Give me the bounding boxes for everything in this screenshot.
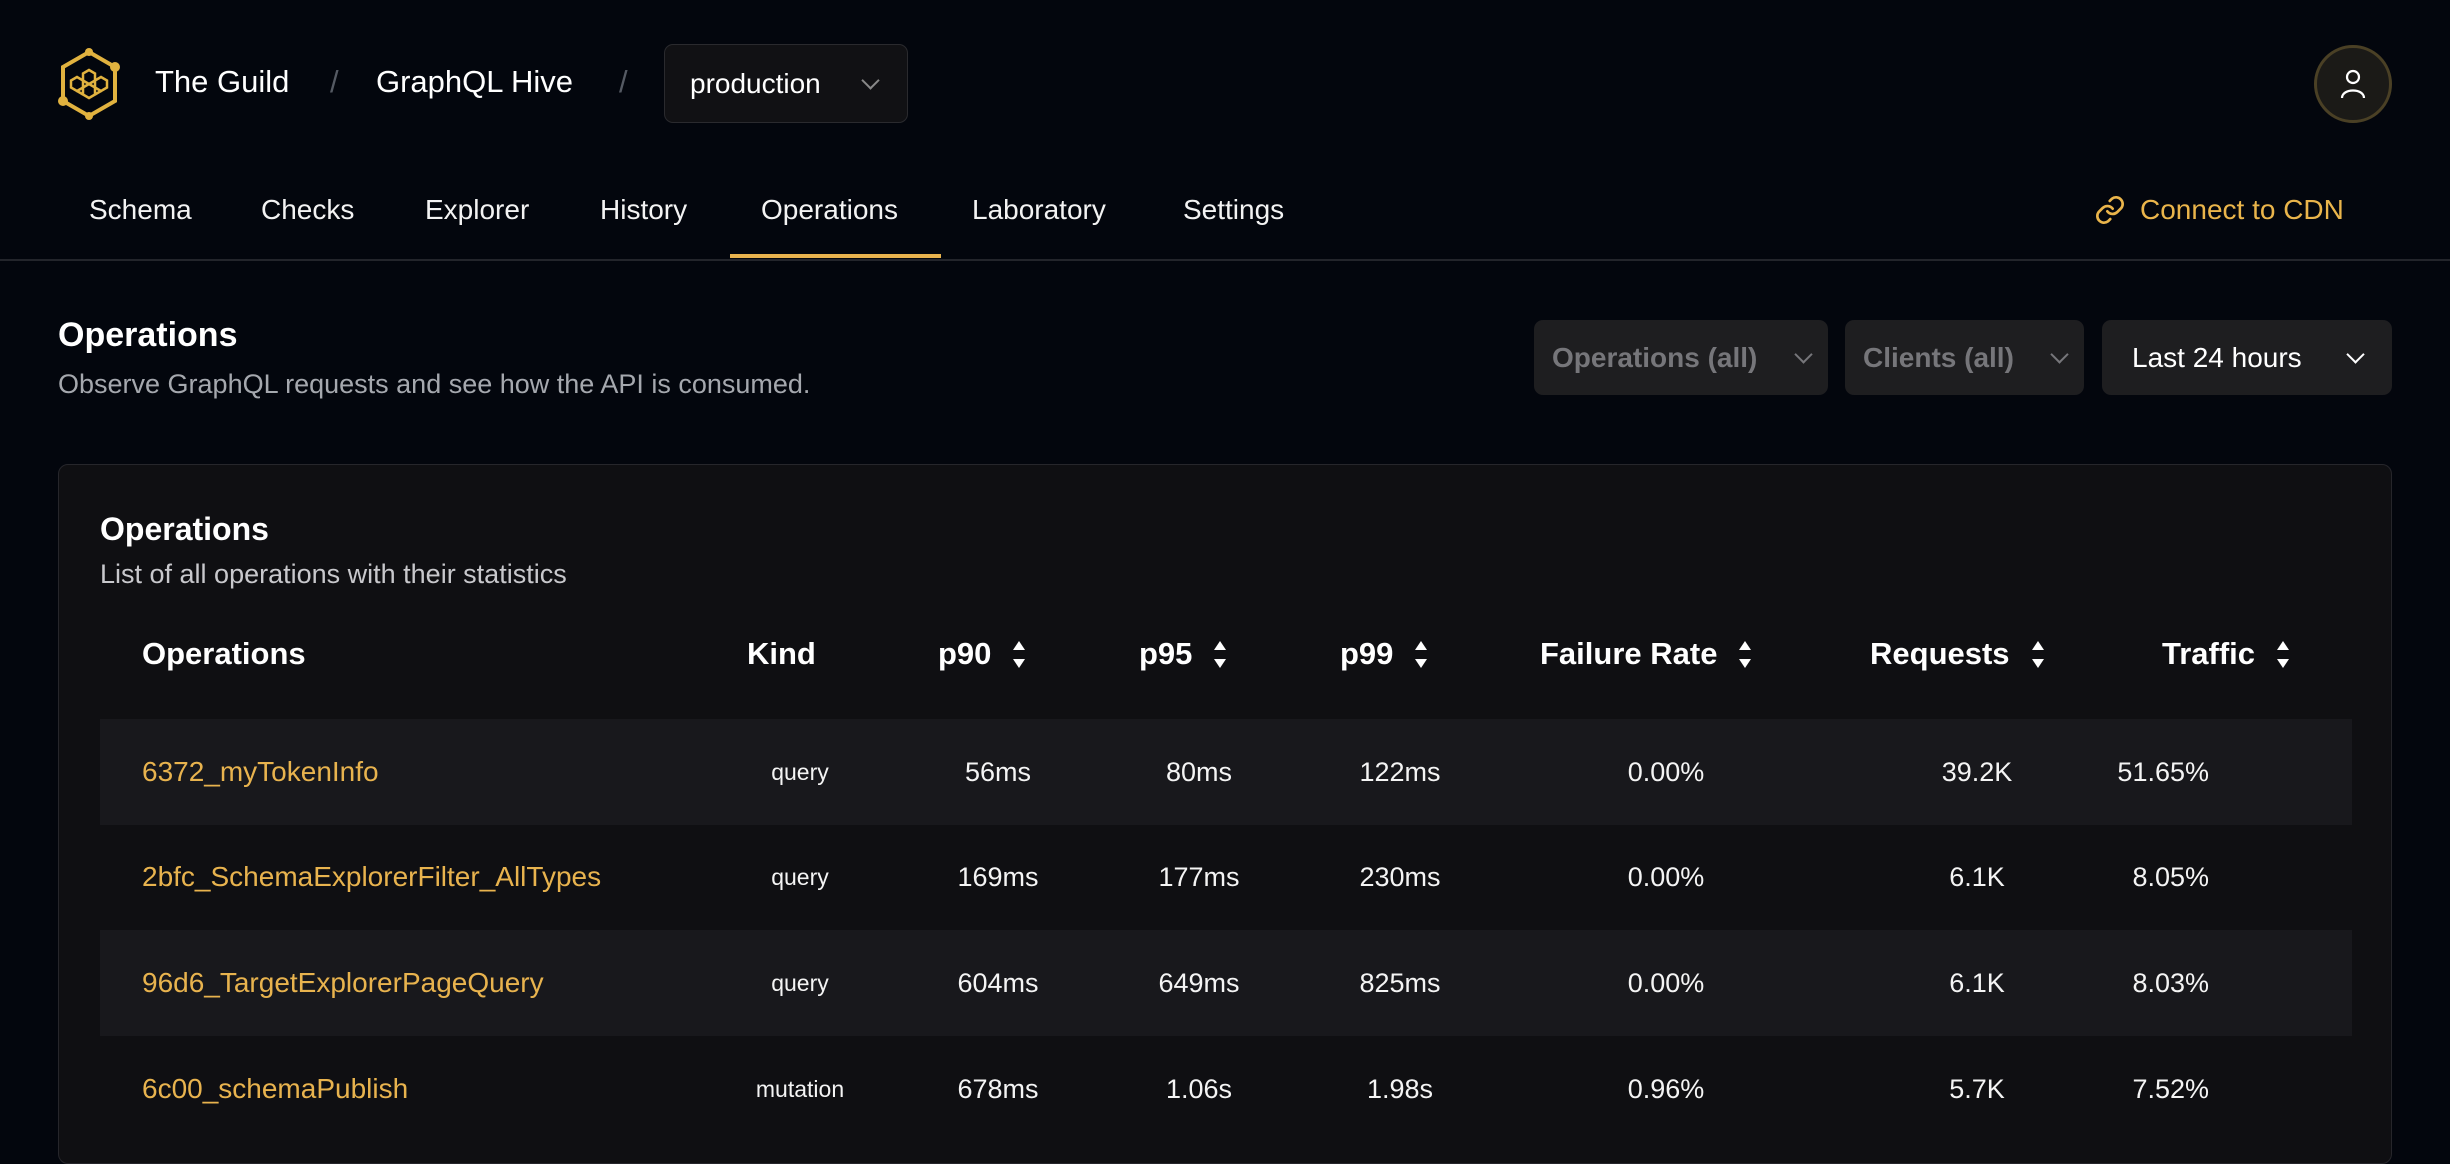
column-label: Operations: [142, 636, 306, 671]
table-row: 6c00_schemaPublish mutation 678ms 1.06s 1.98…: [100, 1036, 2352, 1142]
traffic-value: 8.03%: [2132, 968, 2209, 998]
page-title: Operations: [58, 316, 238, 354]
requests-value: 39.2K: [1941, 757, 2013, 787]
tab-schema[interactable]: Schema: [89, 194, 192, 225]
requests-value: 5.7K: [1949, 1074, 2005, 1104]
connect-to-cdn-label: Connect to CDN: [2140, 194, 2344, 225]
operation-kind: query: [771, 864, 829, 890]
user-avatar-button[interactable]: [2314, 45, 2392, 123]
column-header-failure-rate[interactable]: Failure Rate: [1540, 636, 1752, 672]
column-header-p99[interactable]: p99: [1340, 636, 1428, 672]
requests-value: 6.1K: [1949, 862, 2005, 892]
operations-filter[interactable]: Operations (all): [1534, 320, 1828, 395]
nav-divider: [0, 259, 2450, 261]
chevron-down-icon: [861, 70, 880, 90]
failure-rate-value: 0.00%: [1627, 757, 1705, 787]
chevron-down-icon: [2050, 344, 2069, 364]
column-label: Kind: [747, 636, 816, 671]
column-header-requests[interactable]: Requests: [1870, 636, 2044, 672]
sort-icon[interactable]: [1214, 640, 1227, 668]
clients-filter[interactable]: Clients (all): [1845, 320, 2084, 395]
p90-value: 169ms: [957, 862, 1039, 892]
link-icon: [2096, 196, 2124, 224]
traffic-value: 8.05%: [2132, 862, 2209, 892]
chevron-down-icon: [2346, 344, 2365, 364]
sort-icon[interactable]: [2031, 640, 2044, 668]
period-selector[interactable]: Last 24 hours: [2102, 320, 2392, 395]
p90-value: 56ms: [964, 757, 1032, 787]
table-row: 96d6_TargetExplorerPageQuery query 604ms 64…: [100, 930, 2352, 1036]
column-label: Failure Rate: [1540, 636, 1718, 671]
card-title: Operations: [100, 511, 269, 547]
hive-logo[interactable]: [55, 48, 123, 120]
card-subtitle: List of all operations with their statis…: [100, 559, 567, 589]
active-tab-indicator: [730, 254, 941, 258]
operation-kind: query: [771, 759, 829, 785]
failure-rate-value: 0.96%: [1627, 1074, 1705, 1104]
tab-settings[interactable]: Settings: [1183, 194, 1285, 225]
traffic-value: 7.52%: [2132, 1074, 2209, 1104]
tab-explorer[interactable]: Explorer: [425, 194, 530, 225]
tab-history[interactable]: History: [600, 194, 688, 225]
user-icon: [2340, 69, 2366, 99]
operation-kind: query: [771, 970, 829, 996]
column-label: Traffic: [2162, 636, 2256, 671]
tab-checks[interactable]: Checks: [261, 194, 355, 225]
operation-name-link[interactable]: 6372_myTokenInfo: [142, 756, 379, 787]
p99-value: 122ms: [1359, 757, 1441, 787]
p90-value: 604ms: [957, 968, 1039, 998]
clients-filter-value: Clients (all): [1863, 341, 2014, 373]
breadcrumb-separator: /: [330, 64, 339, 99]
operation-name-link[interactable]: 6c00_schemaPublish: [142, 1073, 409, 1104]
column-label: p95: [1139, 636, 1193, 671]
p95-value: 80ms: [1165, 757, 1233, 787]
column-header-kind: Kind: [747, 636, 816, 672]
failure-rate-value: 0.00%: [1627, 968, 1705, 998]
column-header-p95[interactable]: p95: [1139, 636, 1227, 672]
sort-icon[interactable]: [1013, 640, 1026, 668]
tab-laboratory[interactable]: Laboratory: [972, 194, 1106, 225]
p95-value: 177ms: [1158, 862, 1240, 892]
p99-value: 1.98s: [1366, 1074, 1434, 1104]
period-selector-value: Last 24 hours: [2132, 341, 2302, 373]
operation-name-link[interactable]: 2bfc_SchemaExplorerFilter_AllTypes: [142, 861, 602, 892]
breadcrumb-org[interactable]: The Guild: [155, 64, 290, 99]
p90-value: 678ms: [957, 1074, 1039, 1104]
column-header-p90[interactable]: p90: [938, 636, 1026, 672]
requests-value: 6.1K: [1949, 968, 2005, 998]
tab-operations[interactable]: Operations: [761, 194, 898, 225]
hive-logo-icon: [58, 48, 120, 120]
column-header-operations: Operations: [142, 636, 306, 672]
sort-icon[interactable]: [1415, 640, 1428, 668]
failure-rate-value: 0.00%: [1627, 862, 1705, 892]
sort-icon[interactable]: [2277, 640, 2290, 668]
operation-name-link[interactable]: 96d6_TargetExplorerPageQuery: [142, 967, 544, 998]
target-selector[interactable]: production: [664, 44, 908, 123]
column-label: p99: [1340, 636, 1394, 671]
p95-value: 1.06s: [1165, 1074, 1233, 1104]
column-label: Requests: [1870, 636, 2010, 671]
breadcrumb-separator: /: [619, 64, 628, 99]
chevron-down-icon: [1794, 344, 1813, 364]
breadcrumb-project[interactable]: GraphQL Hive: [376, 64, 573, 99]
p99-value: 825ms: [1359, 968, 1441, 998]
connect-to-cdn-button[interactable]: Connect to CDN: [2094, 194, 2344, 226]
target-selector-value: production: [690, 67, 821, 99]
operations-filter-value: Operations (all): [1552, 341, 1758, 373]
operation-kind: mutation: [755, 1076, 845, 1102]
column-header-traffic[interactable]: Traffic: [2162, 636, 2290, 672]
table-row: 2bfc_SchemaExplorerFilter_AllTypes query 1…: [100, 824, 2352, 930]
p99-value: 230ms: [1359, 862, 1441, 892]
column-label: p90: [938, 636, 992, 671]
traffic-value: 51.65%: [2117, 757, 2209, 787]
sort-icon[interactable]: [1739, 640, 1752, 668]
table-row: 6372_myTokenInfo query 56ms 80ms 122ms 0.00% 3…: [100, 719, 2352, 825]
page-subtitle: Observe GraphQL requests and see how the…: [58, 369, 811, 399]
p95-value: 649ms: [1158, 968, 1240, 998]
